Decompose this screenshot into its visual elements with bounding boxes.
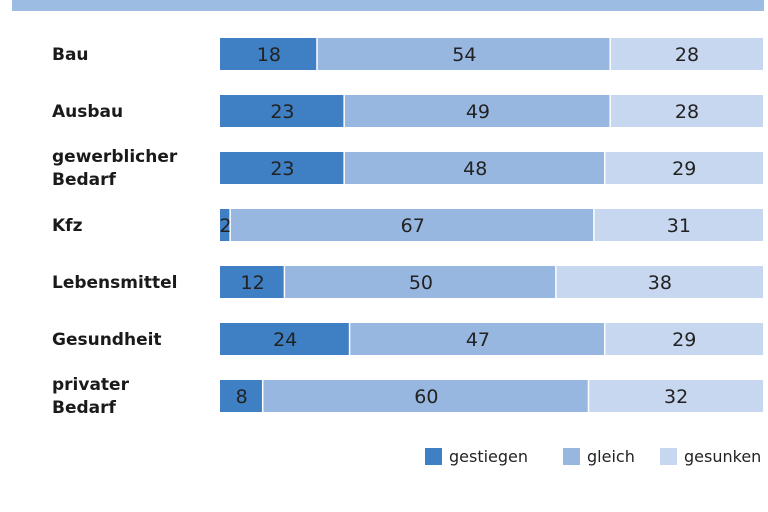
- category-label-lebensmittel: Lebensmittel: [52, 273, 177, 293]
- value-label-privater-bedarf-gesunken: 32: [664, 386, 688, 408]
- value-label-lebensmittel-gesunken: 38: [648, 272, 672, 294]
- legend: gestiegen gleich gesunken: [425, 447, 761, 466]
- bar-privater-bedarf-gleich: [263, 380, 588, 412]
- value-label-kfz-gleich: 67: [401, 215, 425, 237]
- bar-bau-gesunken: [610, 38, 763, 70]
- value-label-gesundheit-gleich: 47: [466, 329, 490, 351]
- value-label-privater-bedarf-gestiegen: 8: [236, 386, 248, 408]
- value-label-lebensmittel-gestiegen: 12: [240, 272, 264, 294]
- category-label-gesundheit: Gesundheit: [52, 330, 162, 350]
- value-label-gewerblicher-bedarf-gleich: 48: [463, 158, 487, 180]
- bar-lebensmittel-gleich: [285, 266, 556, 298]
- bar-gesundheit-gesunken: [605, 323, 763, 355]
- bar-gesundheit-gestiegen: [220, 323, 349, 355]
- bar-gewerblicher-bedarf-gestiegen: [220, 152, 344, 184]
- category-labels: Bau Ausbau gewerblicher Bedarf Kfz Lebensmitt…: [52, 45, 178, 418]
- bar-kfz-gleich: [230, 209, 594, 241]
- bar-kfz-gesunken: [594, 209, 763, 241]
- bar-ausbau-gleich: [344, 95, 610, 127]
- bar-kfz-gestiegen: [220, 209, 230, 241]
- bar-gewerblicher-bedarf-gleich: [344, 152, 605, 184]
- legend-label-gestiegen: gestiegen: [449, 447, 528, 466]
- value-label-kfz-gestiegen: 2: [219, 215, 231, 237]
- legend-swatch-gestiegen: [425, 448, 442, 465]
- value-label-bau-gesunken: 28: [675, 44, 699, 66]
- value-label-lebensmittel-gleich: 50: [409, 272, 433, 294]
- value-label-privater-bedarf-gleich: 60: [414, 386, 438, 408]
- value-label-ausbau-gleich: 49: [466, 101, 490, 123]
- bar-ausbau-gesunken: [610, 95, 763, 127]
- value-label-gewerblicher-bedarf-gestiegen: 23: [270, 158, 294, 180]
- legend-label-gleich: gleich: [587, 447, 635, 466]
- header-bar: [12, 0, 764, 11]
- value-label-gesundheit-gestiegen: 24: [273, 329, 297, 351]
- category-label-kfz: Kfz: [52, 216, 83, 236]
- bar-gesundheit-gleich: [350, 323, 605, 355]
- value-label-gesundheit-gesunken: 29: [672, 329, 696, 351]
- bar-gewerblicher-bedarf-gesunken: [605, 152, 763, 184]
- category-label-ausbau: Ausbau: [52, 102, 123, 122]
- bar-privater-bedarf-gestiegen: [220, 380, 262, 412]
- bar-lebensmittel-gestiegen: [220, 266, 284, 298]
- category-label-bau: Bau: [52, 45, 89, 65]
- bar-privater-bedarf-gesunken: [589, 380, 763, 412]
- value-label-gewerblicher-bedarf-gesunken: 29: [672, 158, 696, 180]
- legend-swatch-gleich: [563, 448, 580, 465]
- category-label-gewerblicher-bedarf: gewerblicher Bedarf: [52, 147, 178, 190]
- value-label-kfz-gesunken: 31: [667, 215, 691, 237]
- value-label-bau-gestiegen: 18: [257, 44, 281, 66]
- legend-label-gesunken: gesunken: [684, 447, 761, 466]
- bar-ausbau-gestiegen: [220, 95, 344, 127]
- bar-lebensmittel-gesunken: [556, 266, 763, 298]
- bar-bau-gleich: [317, 38, 610, 70]
- value-label-ausbau-gesunken: 28: [675, 101, 699, 123]
- category-label-privater-bedarf: privater Bedarf: [52, 375, 130, 418]
- value-label-bau-gleich: 54: [452, 44, 476, 66]
- bars: 18 54 28 23 49 28 23 48 29 2 67 31 12 50 38 24 47 29 8 60 32: [219, 38, 763, 412]
- bar-bau-gestiegen: [220, 38, 317, 70]
- value-label-ausbau-gestiegen: 23: [270, 101, 294, 123]
- legend-swatch-gesunken: [660, 448, 677, 465]
